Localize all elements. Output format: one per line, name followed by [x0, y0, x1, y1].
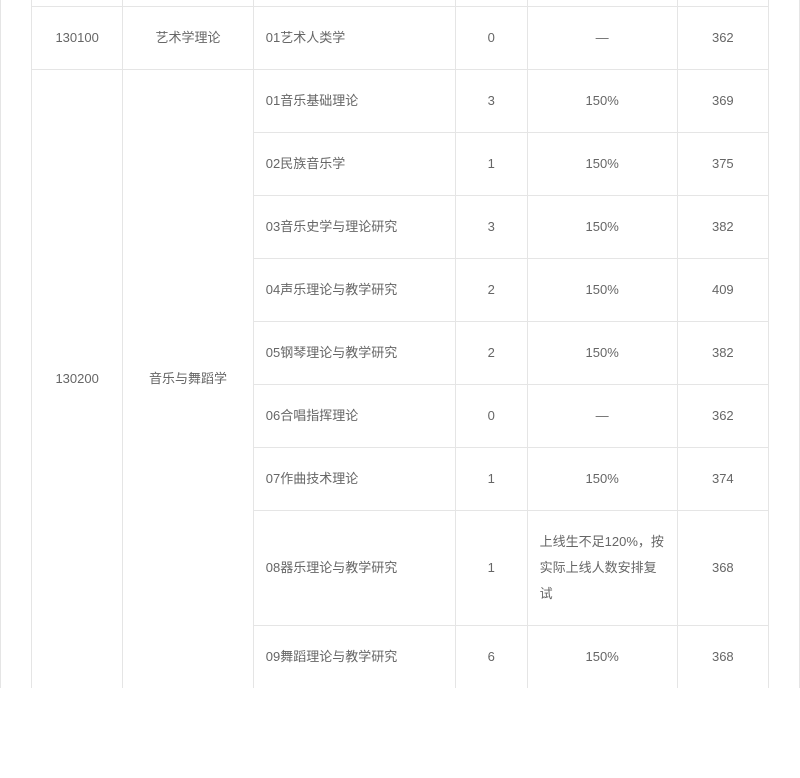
cell-num: 3	[455, 69, 527, 132]
cell-code: 130200	[32, 69, 123, 688]
cell-direction: 08器乐理论与教学研究	[253, 510, 455, 625]
cell-ratio: 150%	[527, 195, 677, 258]
cell-direction: 02民族音乐学	[253, 132, 455, 195]
cell-score: 368	[677, 510, 768, 625]
cell-ratio: 150%	[527, 321, 677, 384]
cell-num: 1	[455, 132, 527, 195]
cell-num: 2	[455, 258, 527, 321]
cell-ratio: —	[527, 6, 677, 69]
cell-score: 368	[677, 625, 768, 688]
cell-ratio: 150%	[527, 258, 677, 321]
cell-direction: 07作曲技术理论	[253, 447, 455, 510]
cell-num: 3	[455, 195, 527, 258]
cell-direction: 05钢琴理论与教学研究	[253, 321, 455, 384]
cell-direction: 09舞蹈理论与教学研究	[253, 625, 455, 688]
cell-num: 6	[455, 625, 527, 688]
cell-ratio: 上线生不足120%，按实际上线人数安排复试	[527, 510, 677, 625]
cell-score: 375	[677, 132, 768, 195]
cell-ratio: 150%	[527, 447, 677, 510]
cell-num: 1	[455, 447, 527, 510]
cell-ratio: —	[527, 384, 677, 447]
cell-score: 374	[677, 447, 768, 510]
cell-score: 362	[677, 384, 768, 447]
cell-major: 艺术学理论	[123, 6, 253, 69]
cell-code: 130100	[32, 6, 123, 69]
table-row: 130100 艺术学理论 01艺术人类学 0 — 362	[32, 6, 769, 69]
cell-ratio: 150%	[527, 69, 677, 132]
cell-num: 0	[455, 6, 527, 69]
admissions-table: 130100 艺术学理论 01艺术人类学 0 — 362 130200 音乐与舞…	[31, 0, 769, 688]
cell-num: 1	[455, 510, 527, 625]
cell-score: 409	[677, 258, 768, 321]
cell-score: 369	[677, 69, 768, 132]
cell-ratio: 150%	[527, 132, 677, 195]
cell-ratio: 150%	[527, 625, 677, 688]
cell-direction: 01艺术人类学	[253, 6, 455, 69]
cell-score: 382	[677, 195, 768, 258]
cell-direction: 06合唱指挥理论	[253, 384, 455, 447]
cell-direction: 04声乐理论与教学研究	[253, 258, 455, 321]
cell-num: 0	[455, 384, 527, 447]
cell-score: 362	[677, 6, 768, 69]
cell-direction: 01音乐基础理论	[253, 69, 455, 132]
cell-direction: 03音乐史学与理论研究	[253, 195, 455, 258]
cell-major: 音乐与舞蹈学	[123, 69, 253, 688]
cell-score: 382	[677, 321, 768, 384]
table-row: 130200 音乐与舞蹈学 01音乐基础理论 3 150% 369	[32, 69, 769, 132]
page-container: 130100 艺术学理论 01艺术人类学 0 — 362 130200 音乐与舞…	[0, 0, 800, 688]
cell-num: 2	[455, 321, 527, 384]
